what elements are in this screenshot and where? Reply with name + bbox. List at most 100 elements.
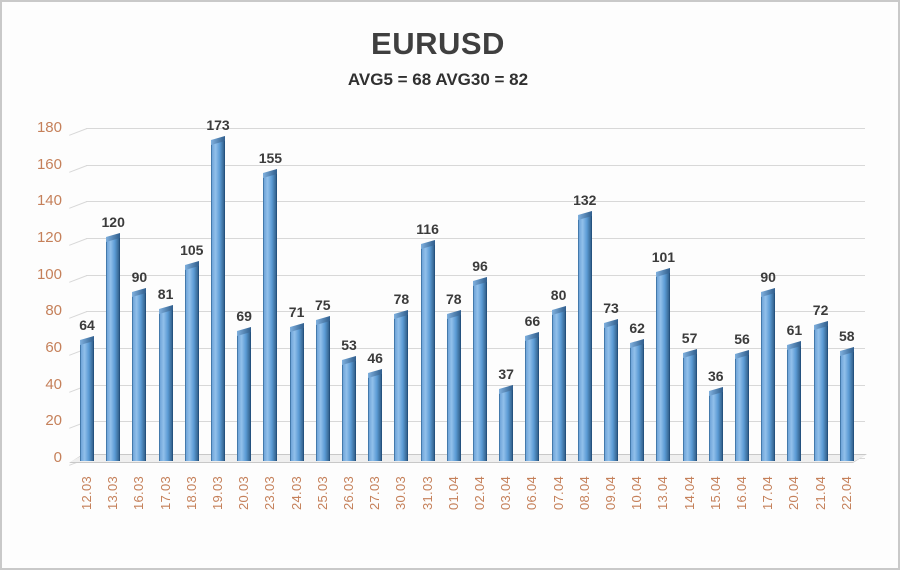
gridline-depth-tick — [69, 274, 88, 283]
x-axis-label: 23.03 — [262, 475, 278, 510]
bar — [132, 293, 147, 461]
bar — [577, 216, 592, 461]
y-axis-label: 80 — [45, 302, 62, 320]
x-axis-label: 13.03 — [105, 475, 121, 510]
x-axis-label: 12.03 — [79, 475, 94, 510]
chart-floor-surface — [70, 455, 866, 462]
bar — [708, 392, 723, 461]
gridline — [86, 238, 865, 239]
bar — [499, 390, 514, 461]
bar-value-label: 73 — [603, 300, 619, 317]
bar — [604, 324, 618, 461]
bar-value-label: 101 — [651, 248, 676, 265]
gridline — [86, 128, 865, 129]
y-axis-label: 60 — [45, 339, 62, 356]
x-axis-label: 16.04 — [734, 475, 749, 510]
gridline — [86, 164, 865, 166]
x-axis-label: 03.04 — [498, 475, 514, 510]
bar — [158, 309, 173, 461]
x-axis-label: 17.04 — [760, 475, 776, 510]
bar — [420, 245, 435, 461]
bar — [315, 320, 330, 461]
y-axis-label: 120 — [36, 229, 62, 246]
bar — [551, 311, 566, 461]
x-axis-label: 24.03 — [288, 475, 304, 510]
bar — [446, 315, 461, 461]
gridline-depth-tick — [69, 164, 88, 173]
bar — [656, 272, 671, 461]
x-axis-label: 19.03 — [210, 475, 225, 510]
bar — [839, 351, 854, 461]
x-axis-label: 20.03 — [236, 475, 252, 510]
y-axis-label: 160 — [36, 155, 62, 173]
bar-value-label: 36 — [708, 368, 724, 384]
bar-value-label: 56 — [734, 331, 750, 348]
x-axis-label: 15.04 — [707, 475, 723, 510]
bar-value-label: 61 — [786, 322, 803, 339]
bar-value-label: 90 — [760, 269, 776, 285]
bar-value-label: 116 — [416, 221, 439, 238]
bar — [394, 315, 409, 461]
x-axis-label: 09.04 — [603, 475, 618, 510]
bar — [682, 353, 697, 461]
bar — [263, 173, 278, 461]
bar-value-label: 72 — [812, 302, 829, 318]
bar-value-label: 58 — [839, 327, 855, 344]
x-axis-label: 07.04 — [550, 475, 566, 510]
y-axis-label: 140 — [36, 192, 62, 210]
x-axis-label: 18.03 — [183, 475, 199, 510]
bar-value-label: 105 — [180, 241, 204, 258]
x-axis-label: 13.04 — [655, 475, 671, 510]
gridline — [86, 274, 865, 276]
y-axis-label: 100 — [36, 265, 62, 283]
x-axis-label: 08.04 — [576, 475, 592, 510]
x-axis-label: 22.04 — [838, 475, 854, 510]
bar-value-label: 78 — [393, 291, 410, 307]
bar — [289, 327, 304, 461]
bar-value-label: 96 — [472, 258, 488, 274]
bar — [525, 337, 540, 461]
x-axis-label: 20.04 — [786, 475, 802, 510]
bar — [473, 282, 487, 461]
bar-value-label: 66 — [524, 313, 541, 329]
bar-value-label: 69 — [236, 307, 252, 324]
x-axis-label: 02.04 — [472, 475, 487, 510]
bar-value-label: 80 — [550, 287, 567, 304]
bar-value-label: 132 — [573, 192, 597, 208]
x-axis-label: 16.03 — [131, 475, 147, 510]
gridline-depth-tick — [69, 201, 88, 210]
y-axis-label: 180 — [36, 119, 62, 136]
bar — [342, 360, 356, 461]
x-axis-label: 26.03 — [341, 475, 356, 510]
x-axis-label: 06.04 — [524, 475, 540, 510]
bar-value-label: 75 — [315, 296, 331, 313]
chart-subtitle: AVG5 = 68 AVG30 = 82 — [347, 70, 529, 89]
chart-floor — [69, 454, 867, 463]
gridline — [86, 201, 865, 203]
bar — [80, 340, 94, 461]
bar-value-label: 81 — [157, 285, 174, 302]
bar — [813, 326, 828, 461]
bar — [735, 355, 749, 461]
bar — [630, 344, 645, 461]
bar — [761, 293, 776, 461]
y-axis-label: 0 — [53, 449, 62, 466]
bar-value-label: 155 — [258, 149, 283, 166]
bar-value-label: 78 — [446, 291, 462, 307]
bar-value-label: 62 — [629, 320, 645, 337]
x-axis-label: 17.03 — [157, 475, 173, 510]
gridline-depth-tick — [69, 128, 88, 136]
gridline-depth-tick — [69, 238, 88, 246]
bar-value-label: 71 — [288, 303, 305, 320]
y-axis-label: 40 — [45, 375, 62, 393]
bar-value-label: 120 — [101, 214, 125, 230]
bar-value-label: 90 — [131, 269, 148, 285]
bar-value-label: 53 — [341, 336, 357, 353]
bar — [106, 238, 121, 461]
bar-value-label: 37 — [498, 366, 514, 383]
x-axis-label: 01.04 — [445, 475, 461, 510]
bar-value-label: 57 — [681, 329, 698, 346]
x-axis-label: 31.03 — [419, 475, 435, 510]
